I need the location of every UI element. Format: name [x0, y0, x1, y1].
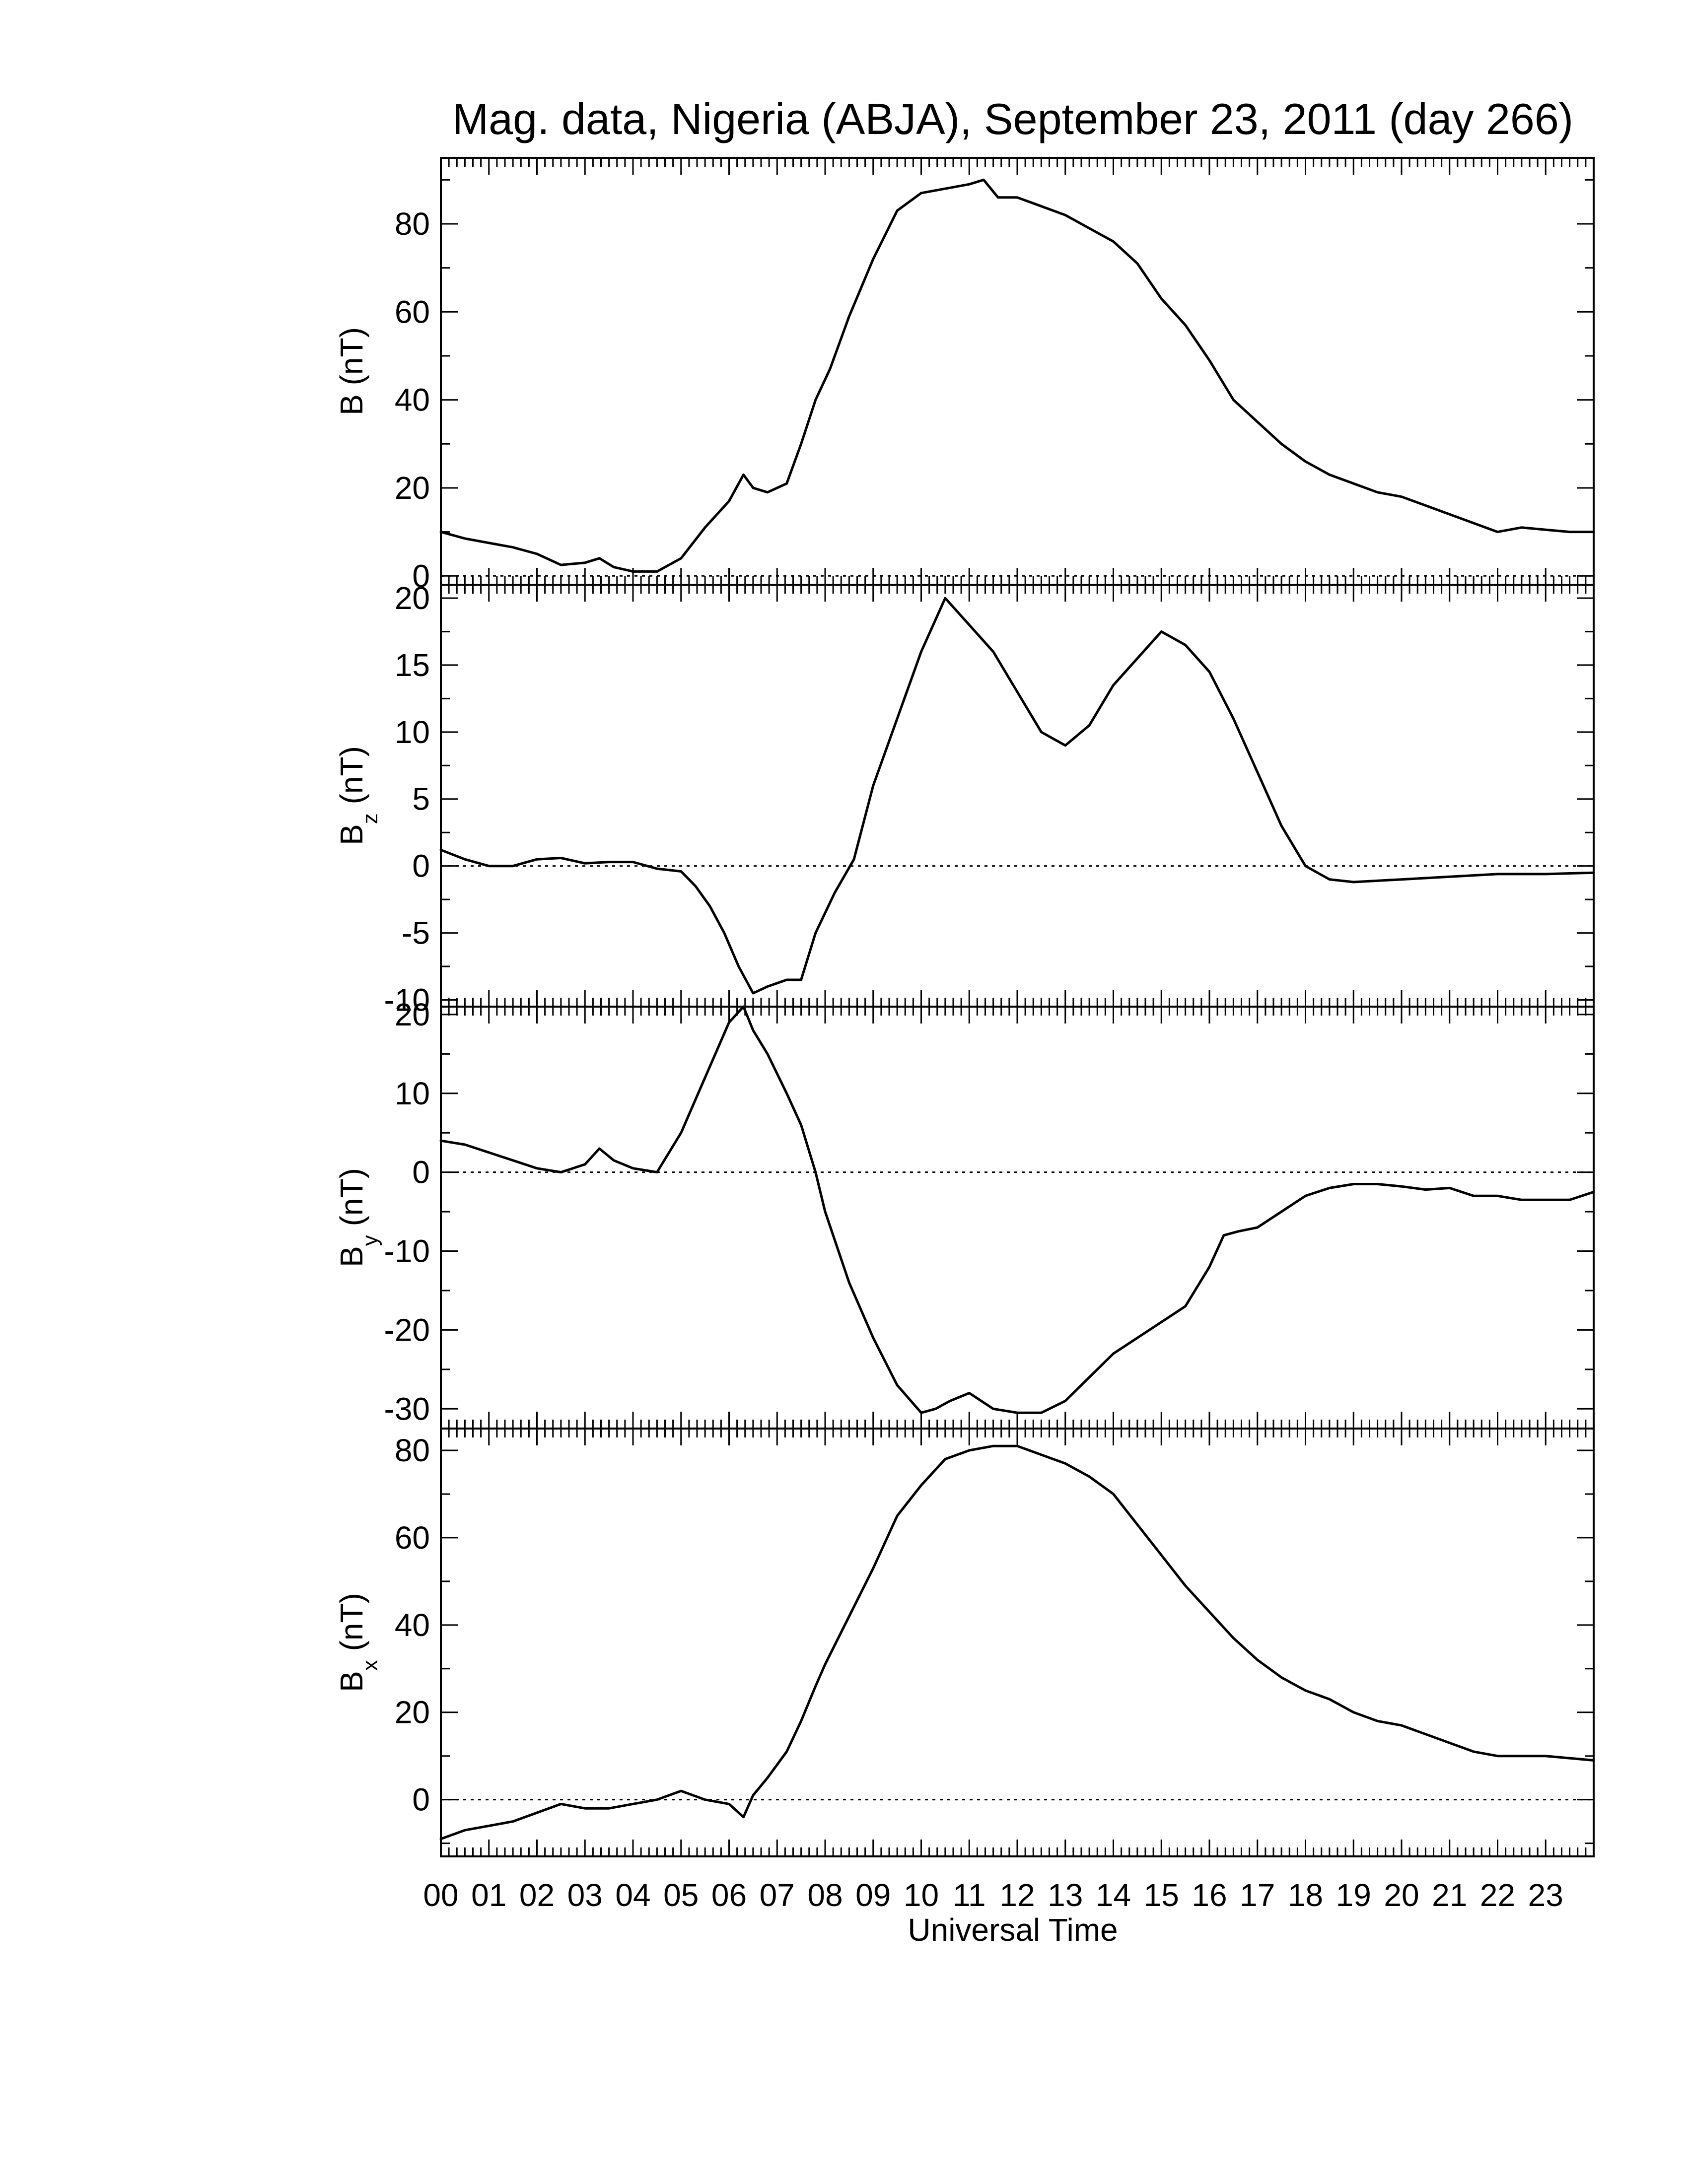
x-tick-label: 07	[760, 1877, 795, 1913]
plot-frame	[440, 157, 1595, 586]
y-tick-label: -20	[384, 1312, 430, 1348]
panel-x: 0 20 40 60 80 Bx (nT)	[334, 1428, 1595, 1857]
plot-frame	[440, 1428, 1595, 1857]
x-tick-label: 03	[567, 1877, 603, 1913]
series-line-y	[439, 1005, 1595, 1414]
y-axis-title-symbol: B	[334, 394, 369, 415]
y-axis-title-unit: (nT)	[334, 1593, 369, 1660]
y-tick-label: -10	[384, 1233, 430, 1269]
y-tick-label: 60	[395, 1520, 430, 1556]
y-tick-label: 0	[412, 1155, 430, 1190]
x-tick-label: 00	[423, 1877, 458, 1913]
x-tick-label: 21	[1432, 1877, 1467, 1913]
x-tick-label: 08	[807, 1877, 843, 1913]
y-axis-title-symbol: B	[334, 1246, 369, 1267]
panel-y: -30 -20 -10 0 10 20 By (nT)	[334, 997, 1595, 1430]
y-tick-label: -10	[384, 982, 430, 1018]
y-axis-title-subscript: z	[358, 813, 382, 824]
x-tick-label: 16	[1192, 1877, 1227, 1913]
panel-z: -10 -5 0 5 10 15 20 Bz (nT)	[334, 580, 1595, 1018]
x-tick-label: 12	[999, 1877, 1035, 1913]
y-tick-label: 80	[395, 206, 430, 242]
plot-frame	[440, 584, 1595, 1008]
y-axis-title: B (nT)	[334, 327, 369, 415]
x-tick-label: 06	[711, 1877, 747, 1913]
figure-title: Mag. data, Nigeria (ABJA), September 23,…	[452, 94, 1573, 143]
y-tick-label: 80	[395, 1433, 430, 1468]
x-tick-label: 10	[904, 1877, 939, 1913]
y-tick-label: 20	[395, 470, 430, 506]
x-tick-label: 20	[1384, 1877, 1419, 1913]
series-line-z	[439, 597, 1595, 995]
x-tick-label: 01	[471, 1877, 506, 1913]
x-tick-label: 22	[1480, 1877, 1515, 1913]
y-axis-title: Bx (nT)	[334, 1593, 382, 1692]
x-tick-label: 02	[519, 1877, 555, 1913]
y-tick-label: 10	[395, 1076, 430, 1111]
x-tick-label: 04	[615, 1877, 650, 1913]
y-axis-title: By (nT)	[334, 1168, 382, 1267]
y-tick-label: 20	[395, 580, 430, 616]
x-tick-label: 13	[1048, 1877, 1083, 1913]
y-tick-label: 5	[412, 781, 430, 817]
series-line-total	[439, 178, 1595, 573]
y-axis-title-subscript: x	[358, 1660, 382, 1671]
x-tick-label: 18	[1288, 1877, 1323, 1913]
y-tick-label: 0	[412, 1782, 430, 1818]
y-tick-label: 20	[395, 997, 430, 1032]
y-tick-label: 0	[412, 558, 430, 594]
y-tick-label: 40	[395, 382, 430, 418]
y-axis-title-unit: (nT)	[334, 1168, 369, 1235]
y-tick-label: -5	[402, 915, 430, 951]
x-axis-title: Universal Time	[908, 1912, 1118, 1948]
series-line-x	[439, 1444, 1595, 1841]
plot-frame	[440, 1006, 1595, 1430]
y-tick-label: 40	[395, 1607, 430, 1643]
x-tick-label: 23	[1528, 1877, 1563, 1913]
x-axis-tick-labels: 00 01 02 03 04 05 06 07 08 09 10 11 12 13 14 15 16 17 18 19…	[423, 1877, 1563, 1913]
y-tick-label: 10	[395, 714, 430, 750]
x-tick-label: 15	[1144, 1877, 1179, 1913]
y-axis-title-symbol: B	[334, 1671, 369, 1692]
y-tick-label: 0	[412, 848, 430, 884]
x-tick-label: 17	[1240, 1877, 1275, 1913]
x-tick-label: 14	[1096, 1877, 1131, 1913]
x-tick-label: 11	[953, 1877, 985, 1913]
x-tick-label: 09	[855, 1877, 891, 1913]
y-axis-title-unit: (nT)	[334, 327, 369, 394]
y-tick-label: 15	[395, 647, 430, 683]
y-axis-title: Bz (nT)	[334, 746, 382, 845]
panel-total: 0 20 40 60 80 B (nT)	[334, 157, 1595, 594]
y-tick-label: 20	[395, 1695, 430, 1730]
x-tick-label: 05	[663, 1877, 699, 1913]
y-axis-title-subscript: y	[358, 1235, 382, 1246]
y-axis-title-symbol: B	[334, 824, 369, 845]
y-axis-title-unit: (nT)	[334, 746, 369, 813]
x-tick-label: 19	[1336, 1877, 1371, 1913]
y-tick-label: -30	[384, 1391, 430, 1427]
y-tick-label: 60	[395, 294, 430, 330]
